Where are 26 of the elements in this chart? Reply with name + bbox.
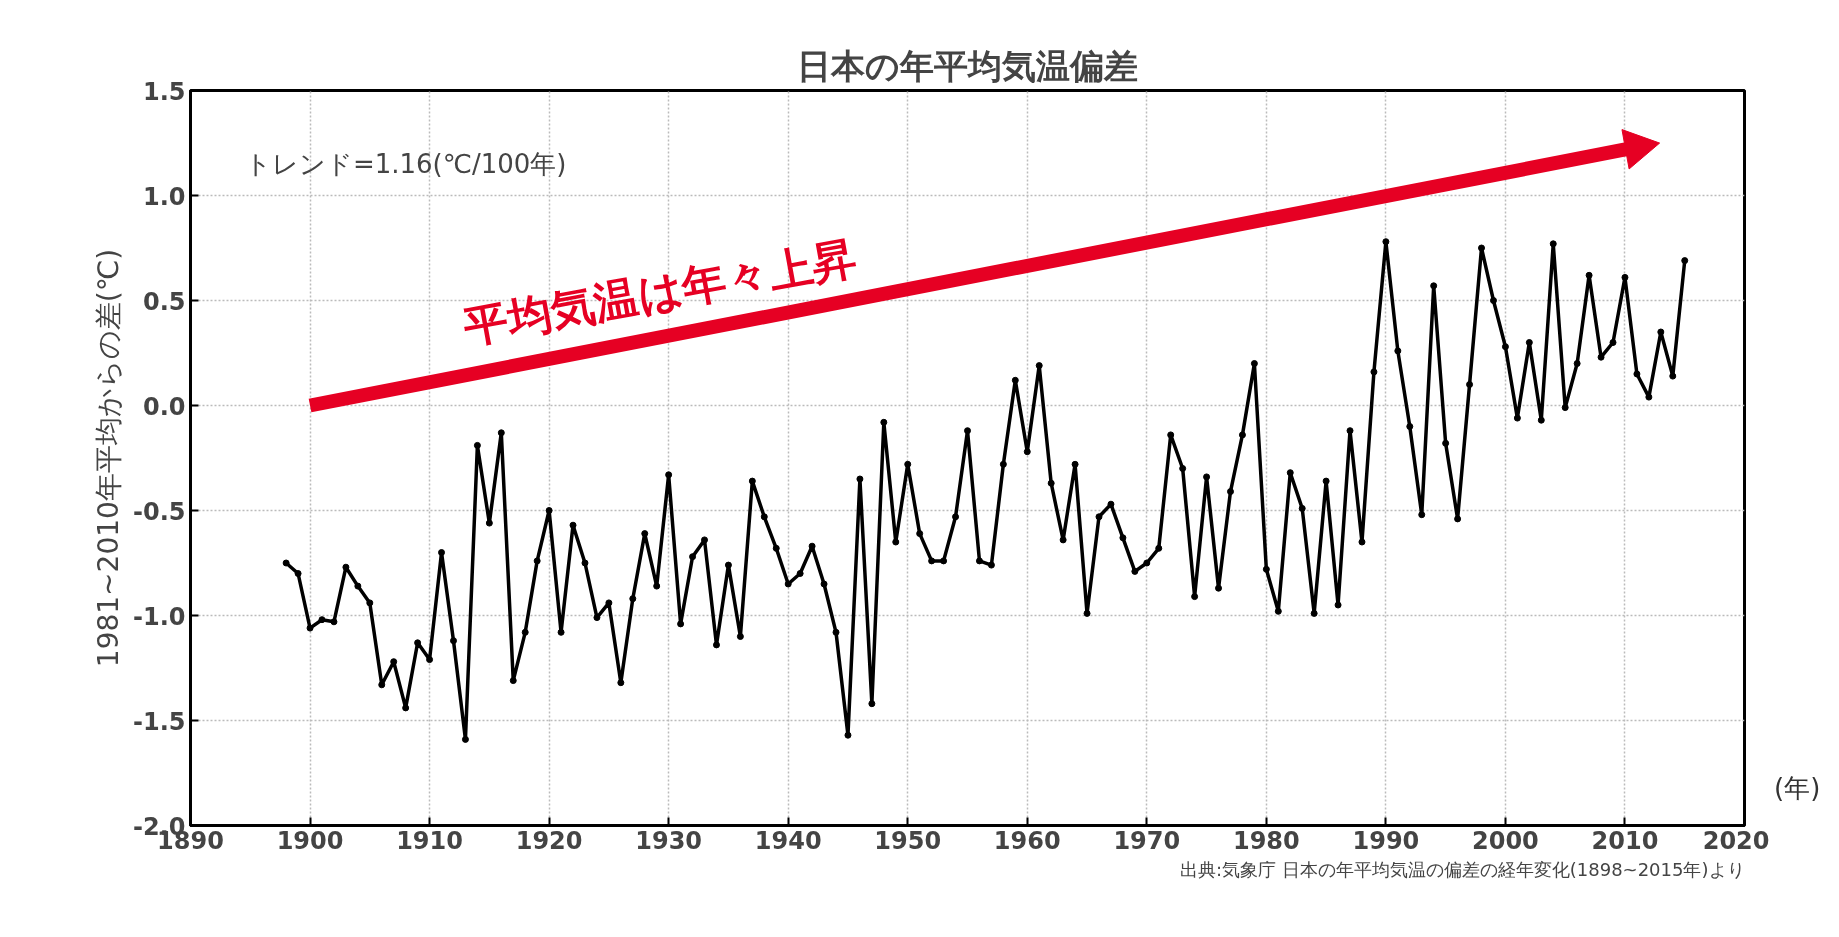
x-tick-label: 1980 [1232,826,1300,855]
y-tick-label: 1.5 [142,77,186,106]
y-tick-label: -0.5 [133,497,186,526]
x-axis-title: (年) [1774,772,1821,805]
x-tick-label: 1940 [754,826,822,855]
x-tick-label: 1990 [1352,826,1420,855]
x-tick-label: 2020 [1702,826,1770,855]
y-tick-label: 1.0 [142,182,186,211]
x-tick-label: 1910 [396,826,463,855]
x-tick-label: 1920 [515,826,583,855]
x-tick-label: 1930 [635,826,703,855]
x-tick-label: 1950 [874,826,942,855]
chart-title: 日本の年平均気温偏差 [797,45,1138,86]
y-tick-label: -1.5 [133,707,186,736]
annotation: 平均気温は年々上昇 [460,231,860,353]
y-tick-label: 0.0 [142,392,186,421]
y-tick-label: 0.5 [142,287,186,316]
x-tick-label: 1900 [276,826,344,855]
x-tick-label: 1960 [993,826,1061,855]
x-tick-label: 2000 [1472,826,1539,855]
x-tick-label: 1970 [1113,826,1181,855]
y-tick-label: -1.0 [133,602,186,631]
annotation: トレンド=1.16(℃/100年) [244,149,567,179]
source-note: 出典:気象庁 日本の年平均気温の偏差の経年変化(1898~2015年)より [1179,858,1745,880]
x-tick-label: 2010 [1591,826,1659,855]
y-axis-title: 1981~2010年平均からの差(℃) [92,248,126,668]
